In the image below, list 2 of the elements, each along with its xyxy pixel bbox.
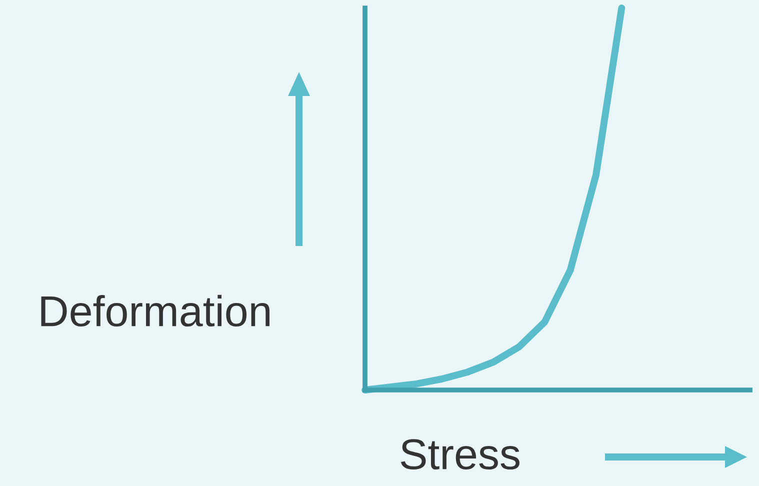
y-axis-title: Deformation bbox=[41, 294, 270, 327]
x-axis-title: Stress bbox=[400, 439, 520, 470]
